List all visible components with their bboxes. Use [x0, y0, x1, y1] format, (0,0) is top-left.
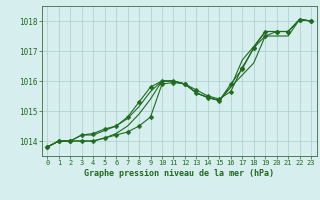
X-axis label: Graphe pression niveau de la mer (hPa): Graphe pression niveau de la mer (hPa)	[84, 169, 274, 178]
